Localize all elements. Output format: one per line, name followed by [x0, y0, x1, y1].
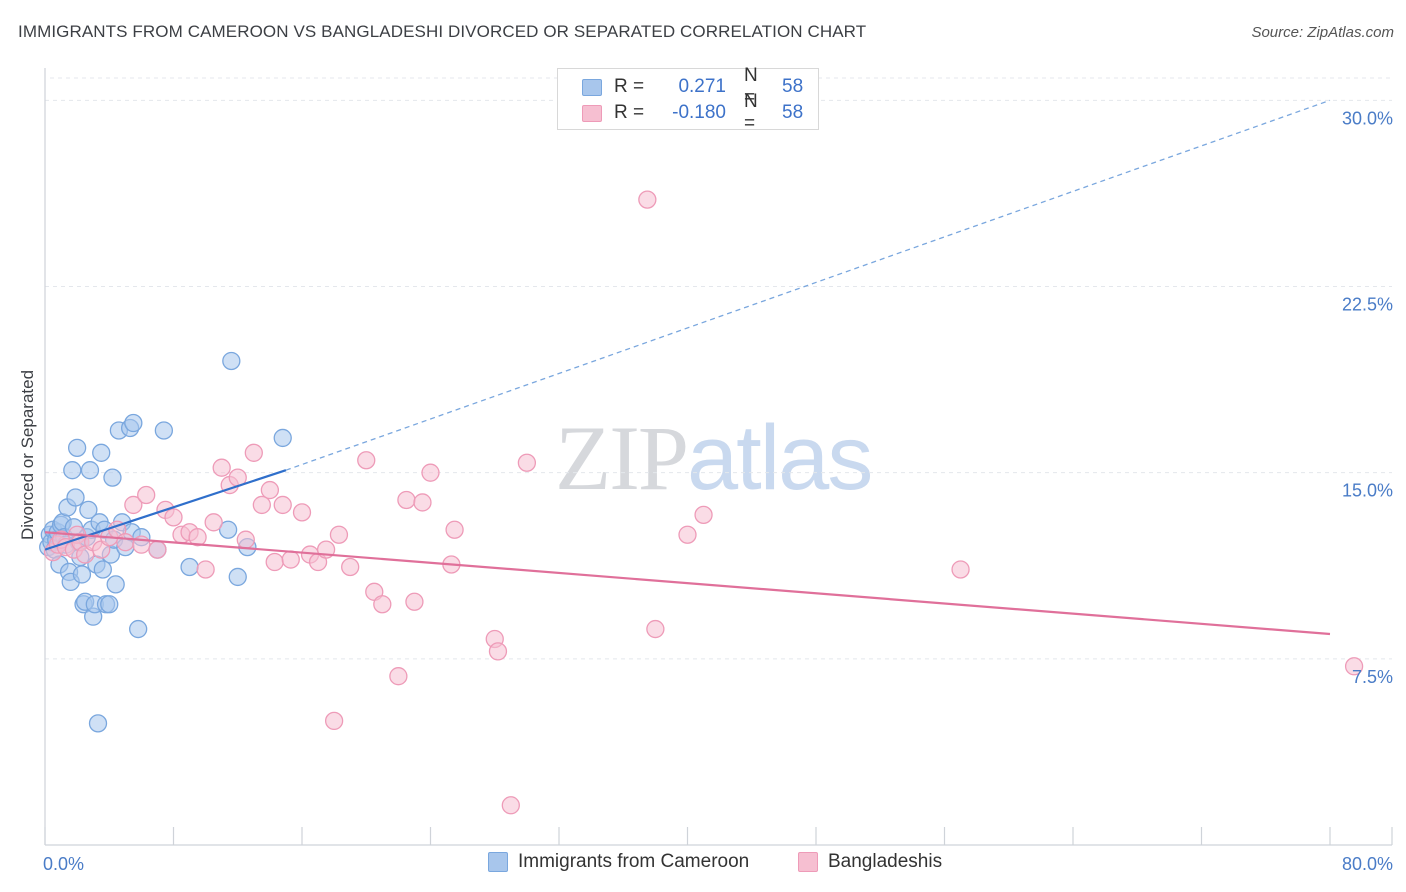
cameroon-point — [273, 428, 292, 448]
legend-r-label: R = — [614, 102, 645, 123]
trend-lines — [44, 99, 1331, 636]
watermark-atlas: atlas — [687, 407, 873, 509]
bangladeshi-point — [244, 443, 263, 462]
axes — [44, 68, 1393, 846]
bangladeshi-point — [678, 525, 697, 544]
grid-lines — [45, 77, 1392, 660]
cameroon-point — [103, 468, 122, 487]
cameroon-point — [222, 351, 241, 371]
bottom-legend-bangladeshis: Bangladeshis — [798, 851, 942, 873]
bangladeshi-point — [204, 513, 223, 532]
bangladeshi-point — [137, 485, 156, 505]
bangladeshi-point — [646, 619, 665, 639]
legend-row-cameroon: R = 0.271 N = 58 — [582, 65, 804, 108]
bangladeshi-point — [265, 552, 284, 572]
bangladeshi-point — [951, 560, 970, 579]
cameroon-point — [218, 520, 238, 539]
bangladeshi-point — [397, 490, 416, 510]
bangladeshi-point — [236, 530, 255, 549]
legend-r-value: -0.180 — [672, 102, 726, 123]
correlation-legend: R = 0.271 N = 58 R = -0.180 N = 58 — [557, 65, 819, 134]
cameroon-point — [66, 488, 85, 507]
cameroon-point — [129, 619, 148, 639]
tick-labels: 7.5% 15.0% 22.5% 30.0% 0.0% 80.0% Divorced or … — [18, 108, 1393, 874]
bangladeshi-point — [638, 190, 657, 209]
legend-n-label: N = — [744, 65, 758, 108]
bangladeshi-point — [281, 550, 300, 569]
bangladeshi-point — [445, 520, 464, 539]
legend-swatch-pink — [582, 104, 602, 122]
cameroon-point — [67, 438, 87, 457]
legend-r-value: 0.271 — [678, 76, 726, 97]
y-tick-label: 7.5% — [1352, 667, 1393, 687]
cameroon-point — [180, 557, 199, 577]
cameroon-trend-extension — [285, 99, 1331, 471]
y-tick-label: 30.0% — [1342, 108, 1393, 128]
bangladeshi-point — [488, 642, 508, 661]
bottom-legend-swatch-pink — [798, 852, 818, 872]
cameroon-point — [154, 421, 174, 440]
legend-row-bangladeshis: R = -0.180 N = 58 — [582, 91, 804, 134]
bottom-legend-swatch-blue — [488, 852, 508, 872]
cameroon-point — [124, 413, 143, 433]
data-points — [39, 190, 1364, 815]
y-tick-label: 15.0% — [1342, 481, 1393, 501]
x-tick-label: 0.0% — [43, 854, 84, 874]
cameroon-point — [88, 714, 108, 733]
bangladeshi-point — [501, 796, 520, 815]
bangladeshi-point — [517, 453, 537, 472]
legend-swatch-blue — [582, 78, 602, 96]
legend-r-label: R = — [614, 76, 645, 97]
x-tick-label: 80.0% — [1342, 854, 1393, 874]
bangladeshi-point — [341, 557, 360, 577]
bangladeshi-point — [164, 508, 183, 527]
bangladeshi-point — [252, 495, 271, 515]
legend-n-value: 58 — [782, 76, 804, 97]
y-axis-title: Divorced or Separated — [18, 370, 37, 540]
bangladeshi-point — [373, 595, 392, 614]
cameroon-point — [100, 595, 119, 614]
legend-n-value: 58 — [782, 102, 804, 123]
cameroon-point — [106, 575, 125, 594]
bangladeshi-point — [148, 540, 167, 559]
y-tick-label: 22.5% — [1342, 295, 1393, 315]
bangladeshi-point — [694, 505, 713, 525]
bangladeshi-point — [188, 528, 207, 547]
bottom-legend-label: Bangladeshis — [828, 851, 943, 872]
bangladeshi-point — [357, 451, 376, 470]
bangladeshi-point — [389, 667, 408, 686]
cameroon-point — [80, 461, 100, 480]
cameroon-point — [228, 567, 247, 587]
bangladeshi-point — [329, 525, 349, 544]
bangladeshi-point — [421, 463, 440, 482]
bottom-legend-cameroon: Immigrants from Cameroon — [488, 851, 749, 873]
source-label: Source: ZipAtlas.com — [1251, 24, 1394, 41]
watermark: ZIPatlas — [555, 405, 873, 511]
bangladeshi-point — [116, 533, 135, 552]
watermark-zip: ZIP — [555, 407, 689, 509]
bottom-legend-label: Immigrants from Cameroon — [518, 851, 750, 872]
cameroon-point — [72, 565, 92, 584]
bangladeshi-point — [413, 493, 432, 512]
legend-n-label: N = — [744, 91, 758, 134]
bangladeshi-point — [260, 480, 280, 500]
bangladeshi-point — [292, 503, 312, 522]
bangladeshi-point — [1344, 657, 1364, 676]
bangladeshi-point — [212, 458, 231, 477]
bangladeshi-point — [273, 495, 292, 515]
cameroon-point — [92, 443, 111, 462]
cameroon-point — [63, 461, 82, 480]
bangladeshi-point — [196, 560, 215, 579]
cameroon-point — [93, 560, 112, 579]
chart-title: IMMIGRANTS FROM CAMEROON VS BANGLADESHI … — [18, 22, 867, 41]
bangladeshi-point — [324, 711, 344, 731]
cameroon-point — [79, 500, 98, 520]
bangladeshi-point — [405, 592, 424, 611]
bangladeshi-trend-line — [44, 531, 1331, 636]
bangladeshi-point — [124, 495, 143, 515]
